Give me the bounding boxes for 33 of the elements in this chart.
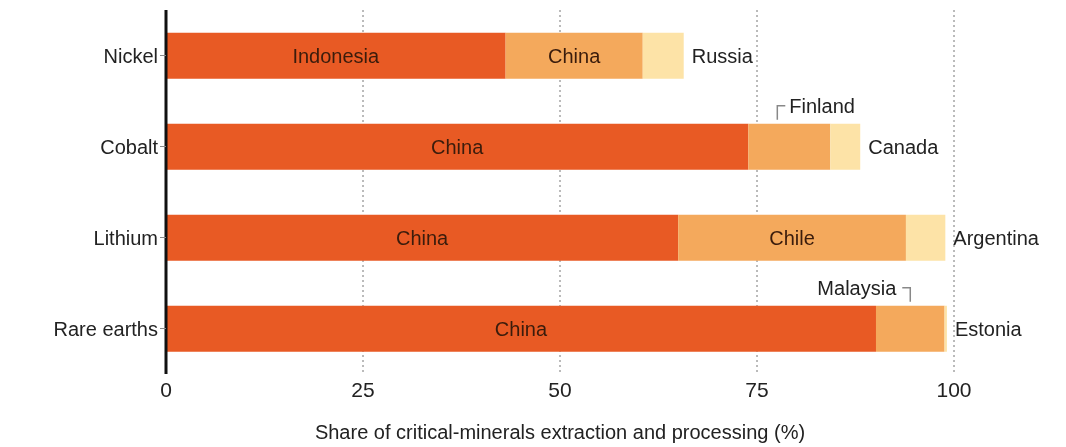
x-tick-label: 0 xyxy=(160,377,172,401)
y-tick-label: Lithium xyxy=(93,226,158,249)
data-label: Indonesia xyxy=(292,44,381,67)
data-label: Argentina xyxy=(953,226,1040,249)
x-tick-label: 75 xyxy=(745,377,769,401)
y-tick-label: Nickel xyxy=(103,44,158,67)
data-label: Malaysia xyxy=(817,276,898,299)
x-tick-label: 50 xyxy=(548,377,572,401)
bar xyxy=(166,32,506,79)
bar xyxy=(166,123,749,170)
x-axis-title: Share of critical-minerals extraction and processing (%) xyxy=(314,421,806,443)
y-tick-label: Rare earths xyxy=(53,317,158,340)
data-label: Estonia xyxy=(954,317,1023,340)
bar xyxy=(905,214,946,261)
data-label: Russia xyxy=(691,44,754,67)
data-label: China xyxy=(494,317,548,340)
bar xyxy=(642,32,684,79)
data-label: Canada xyxy=(868,135,940,158)
data-label: Finland xyxy=(789,94,855,117)
data-label: China xyxy=(395,226,450,249)
data-label: China xyxy=(431,135,485,158)
x-tick-label: 25 xyxy=(351,377,375,401)
bar xyxy=(166,305,876,352)
bar xyxy=(875,305,945,352)
bar xyxy=(505,32,643,79)
bar xyxy=(678,214,906,261)
data-label: China xyxy=(548,44,602,67)
x-tick-label: 100 xyxy=(936,377,972,401)
data-label: Chile xyxy=(769,226,815,249)
bar xyxy=(748,123,831,170)
bar xyxy=(166,214,679,261)
y-tick-label: Cobalt xyxy=(100,135,159,158)
bar xyxy=(830,123,861,170)
